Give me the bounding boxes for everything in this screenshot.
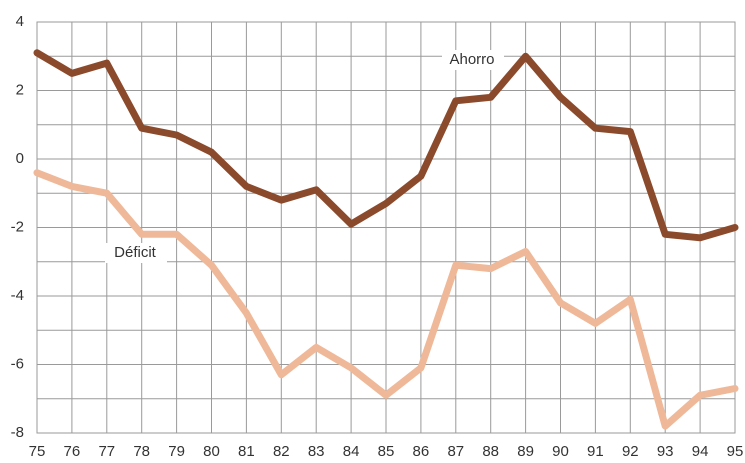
y-tick-label: 2 — [16, 81, 24, 98]
x-tick-label: 87 — [447, 443, 464, 460]
x-tick-label: 77 — [98, 443, 115, 460]
x-tick-label: 84 — [343, 443, 360, 460]
x-tick-label: 85 — [378, 443, 395, 460]
y-tick-label: -8 — [11, 424, 24, 441]
x-tick-label: 86 — [413, 443, 430, 460]
y-tick-label: 0 — [16, 150, 24, 167]
x-tick-label: 94 — [692, 443, 709, 460]
series-line — [33, 49, 739, 242]
x-tick-label: 83 — [308, 443, 325, 460]
x-tick-label: 90 — [552, 443, 569, 460]
series-line — [33, 169, 739, 430]
y-tick-label: -2 — [11, 218, 24, 235]
x-tick-label: 81 — [238, 443, 255, 460]
x-tick-label: 93 — [657, 443, 674, 460]
x-tick-label: 82 — [273, 443, 290, 460]
y-tick-label: 4 — [16, 13, 24, 30]
y-tick-label: -6 — [11, 355, 24, 372]
y-tick-label: -4 — [11, 287, 24, 304]
x-tick-label: 78 — [133, 443, 150, 460]
x-tick-label: 88 — [482, 443, 499, 460]
x-tick-label: 91 — [587, 443, 604, 460]
x-tick-label: 75 — [29, 443, 46, 460]
x-tick-label: 89 — [517, 443, 534, 460]
series-label-bg — [442, 50, 504, 70]
series-label: Déficit — [114, 244, 157, 261]
series-label-bg — [105, 243, 167, 263]
series-label: Ahorro — [449, 51, 494, 68]
x-tick-label: 80 — [203, 443, 220, 460]
x-tick-label: 92 — [622, 443, 639, 460]
x-tick-label: 79 — [168, 443, 185, 460]
x-tick-label: 95 — [727, 443, 744, 460]
x-tick-label: 76 — [64, 443, 81, 460]
